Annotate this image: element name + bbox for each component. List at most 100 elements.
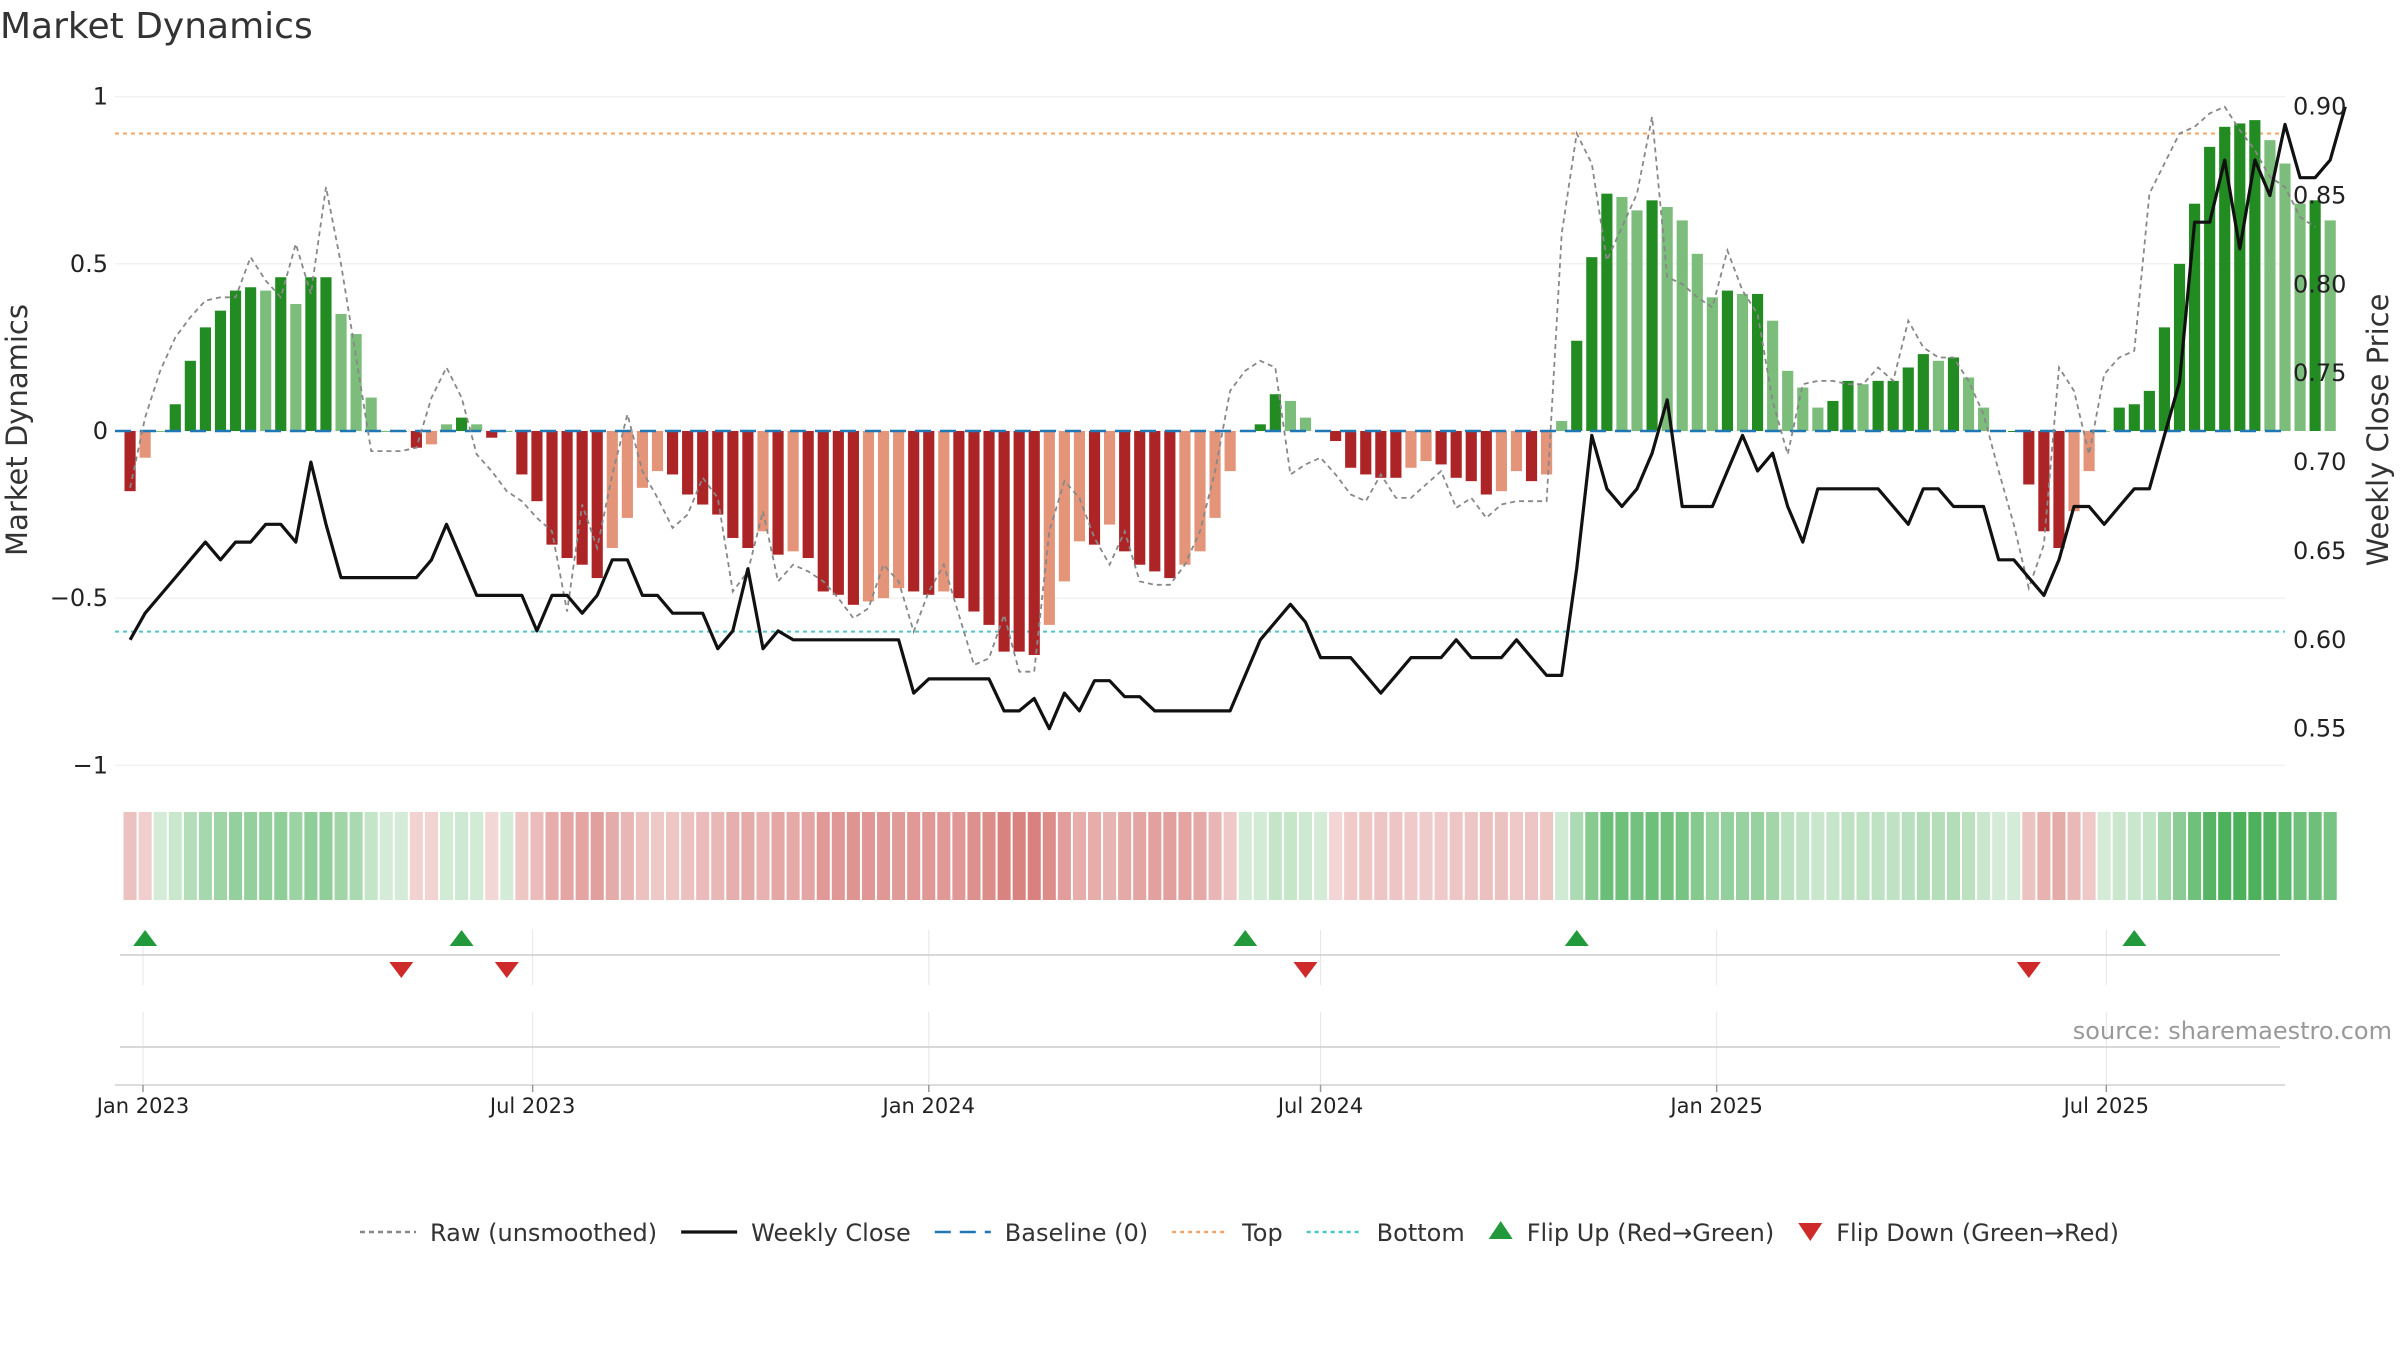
dynamics-bar [229,290,242,431]
dynamics-bar [1179,431,1191,565]
legend-label-top: Top [1241,1219,1283,1247]
regime-cell [455,812,469,900]
regime-cell [545,812,559,900]
y2-tick-label: 0.55 [2293,715,2346,743]
regime-cell [1208,812,1222,900]
dynamics-bar [636,431,649,488]
dynamics-bar [1420,431,1432,462]
regime-cell [424,812,438,900]
dynamics-bar [1872,380,1884,431]
dynamics-bar [938,431,950,592]
dynamics-bar [1269,394,1281,431]
dynamics-bar [697,431,709,505]
regime-cell [1555,812,1569,900]
flip-up-marker [1233,930,1258,946]
dynamics-bar [1978,407,1990,431]
dynamics-bar [1435,431,1447,465]
regime-cell [1419,812,1433,900]
regime-cell [620,812,634,900]
dynamics-bar [1586,257,1598,431]
regime-cell [650,812,665,900]
regime-cell [319,812,333,900]
dynamics-bar [1932,360,1944,431]
date-axis: Jan 2023 Jul 2023 Jan 2024 Jul 2024 Jan 2025… [95,1084,2285,1118]
regime-cell [259,812,273,900]
dynamics-bar [1194,431,1206,552]
raw-series-line [129,105,2316,673]
legend-label-close: Weekly Close [751,1219,911,1247]
regime-cell [816,812,830,900]
regime-cell [952,812,966,900]
dynamics-bar [1405,431,1417,468]
reference-lines [115,132,2285,633]
dynamics-bar [2023,431,2035,485]
regime-cell [530,812,544,900]
y2-tick-label: 0.75 [2293,359,2346,387]
dynamics-bar [1736,293,1749,431]
regime-cell [1871,812,1885,900]
dynamics-bar [1751,293,1764,431]
date-tick-label: Jan 2025 [1668,1094,1763,1118]
regime-cell [1253,812,1267,900]
dynamics-bar [440,424,453,431]
regime-cell [635,812,649,900]
regime-cell [846,812,860,900]
regime-cell [741,812,755,900]
regime-cell [2233,812,2247,900]
dynamics-bar [682,431,694,495]
regime-cell [1901,812,1915,900]
regime-cell [274,812,288,900]
dynamics-bar [456,417,468,431]
dynamics-bar [2264,140,2276,431]
regime-cell [2097,812,2111,900]
regime-cell [2218,812,2232,900]
flip-down-marker [1293,962,1318,978]
dynamics-bar [1345,431,1357,468]
date-tick-label: Jul 2024 [1276,1094,1363,1118]
regime-cell [1751,812,1765,900]
dynamics-bar [1721,290,1734,431]
date-tick-label: Jan 2024 [881,1094,976,1118]
regime-cell [1720,812,1734,900]
dynamics-bar [2294,203,2306,431]
regime-cell [2248,812,2262,900]
dynamics-bar [727,431,739,538]
dynamics-bar [1299,417,1312,431]
regime-cell [1977,812,1991,900]
regime-cell [439,812,454,900]
dynamics-bar [1375,431,1387,478]
y-tick-label: 0.5 [70,250,108,278]
regime-cell [1766,812,1780,900]
regime-cell [349,812,363,900]
regime-cell [1103,812,1117,900]
dynamics-bar [1058,431,1070,582]
regime-cell [1841,812,1855,900]
dynamics-bar [1947,357,1960,431]
axes: 1 0.5 0 −0.5 −1 0.90 0.85 0.80 0.75 0.70 0.65 0.60 0… [50,83,2347,780]
dynamics-bar [1119,431,1131,552]
regime-cell [2052,812,2066,900]
dynamics-bar [2008,431,2020,432]
dynamics-bar [1495,431,1507,492]
y2-tick-label: 0.70 [2293,448,2346,476]
regime-cell [2323,812,2337,900]
legend-flip-up-icon [1488,1221,1513,1239]
regime-cell [1494,812,1508,900]
regime-cell [605,812,619,900]
regime-cell [1705,812,1719,900]
y-tick-label: 0 [93,417,108,445]
regime-cell [1796,812,1810,900]
dynamics-bar [1104,431,1116,525]
dynamics-bar [1541,431,1553,475]
dynamics-bar [305,277,317,431]
regime-cell [334,812,348,900]
dynamics-bars [124,120,2336,655]
y2-tick-label: 0.90 [2293,93,2346,121]
dynamics-bar [1887,380,1899,431]
dynamics-bar [471,424,483,431]
flip-up-marker [449,930,474,946]
dynamics-bar [591,431,603,579]
regime-cell [244,812,258,900]
regime-cell [2082,812,2096,900]
dynamics-bar [2249,120,2261,431]
